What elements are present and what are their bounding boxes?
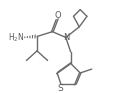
Text: H$_2$N: H$_2$N	[8, 31, 24, 44]
Text: S: S	[57, 84, 63, 93]
Text: N: N	[63, 33, 69, 42]
Text: O: O	[55, 11, 62, 20]
